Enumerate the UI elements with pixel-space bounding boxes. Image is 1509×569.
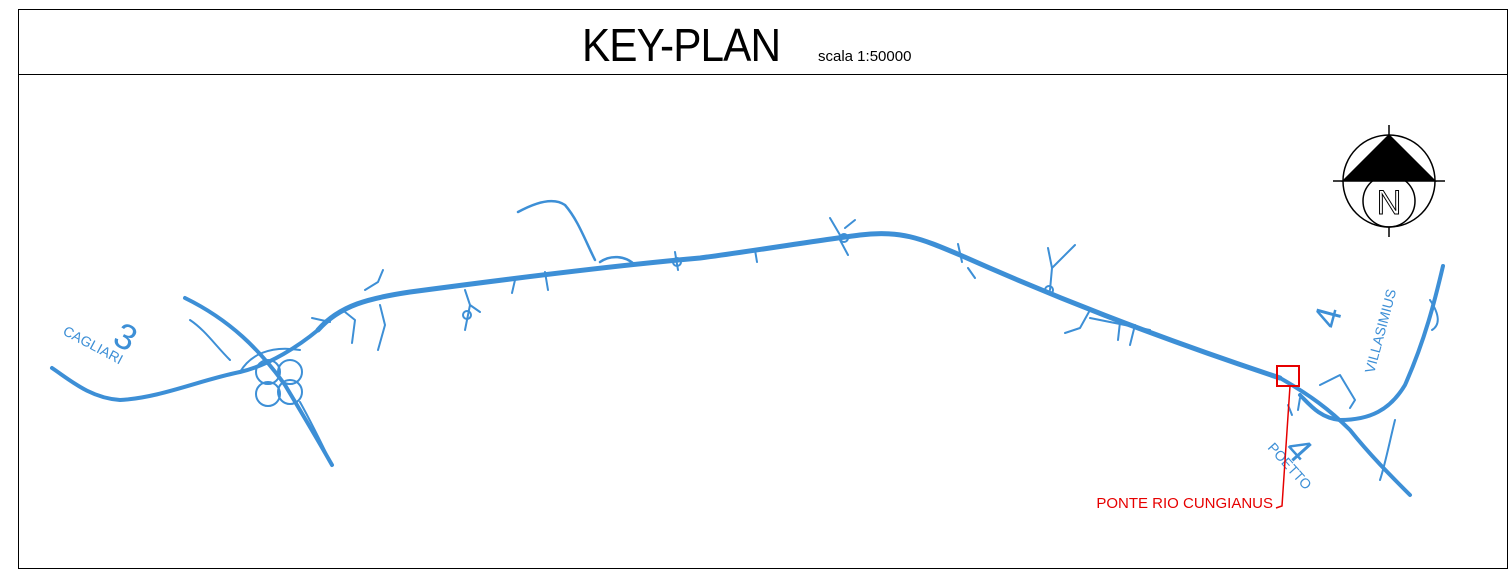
road-south-spur: [1287, 397, 1301, 416]
bridge-label: PONTE RIO CUNGIANUS: [1096, 495, 1273, 512]
road-east-branch: [1319, 374, 1356, 409]
villasimius-label: VILLASIMIUS: [1361, 287, 1399, 375]
cloverleaf-loop-3: [255, 381, 281, 407]
road-west-approach: [50, 366, 242, 402]
road-villasimius: [1298, 264, 1445, 422]
road-main-highway: [315, 231, 1283, 381]
interchange-ramp: [189, 319, 333, 466]
road-interchange-main: [238, 328, 320, 374]
road-network: [50, 199, 1445, 497]
scale-label: scala 1:50000: [818, 48, 912, 65]
page-title: KEY-PLAN: [582, 19, 781, 71]
north-letter: N: [1377, 184, 1402, 222]
north-arrow-icon: N: [1333, 125, 1445, 237]
villasimius-number: 4: [1305, 302, 1350, 332]
road-branch-south-2: [464, 289, 481, 331]
key-plan-map: N 3 CAGLIARI 4 VILLASIMIUS 4 POETTO PONT…: [50, 125, 1445, 512]
title-bar: [18, 9, 1508, 75]
road-branch-east-1: [1047, 244, 1076, 291]
roundabout-2: [839, 233, 849, 243]
road-branch-east-2: [957, 243, 976, 279]
road-branch-south-1: [1064, 309, 1151, 346]
cloverleaf-loop-1: [255, 359, 281, 385]
road-branch-misc: [311, 249, 758, 323]
cloverleaf-loop-2: [277, 359, 303, 385]
road-interchange-diagonal: [183, 296, 334, 467]
road-branch-south-3: [344, 304, 386, 351]
roundabout-4: [462, 310, 472, 320]
road-villasimius-spur: [1379, 299, 1439, 481]
roundabout-3: [1044, 285, 1054, 295]
road-east-section: [1278, 376, 1412, 497]
cloverleaf-loop-4: [277, 379, 303, 405]
road-branch-north-3: [829, 217, 856, 256]
road-branch-north-2: [598, 255, 637, 267]
road-branch-north-4: [364, 269, 384, 291]
bridge-marker: PONTE RIO CUNGIANUS: [1096, 365, 1300, 512]
roundabout-1: [672, 257, 682, 267]
road-branch-north-1: [516, 199, 597, 262]
